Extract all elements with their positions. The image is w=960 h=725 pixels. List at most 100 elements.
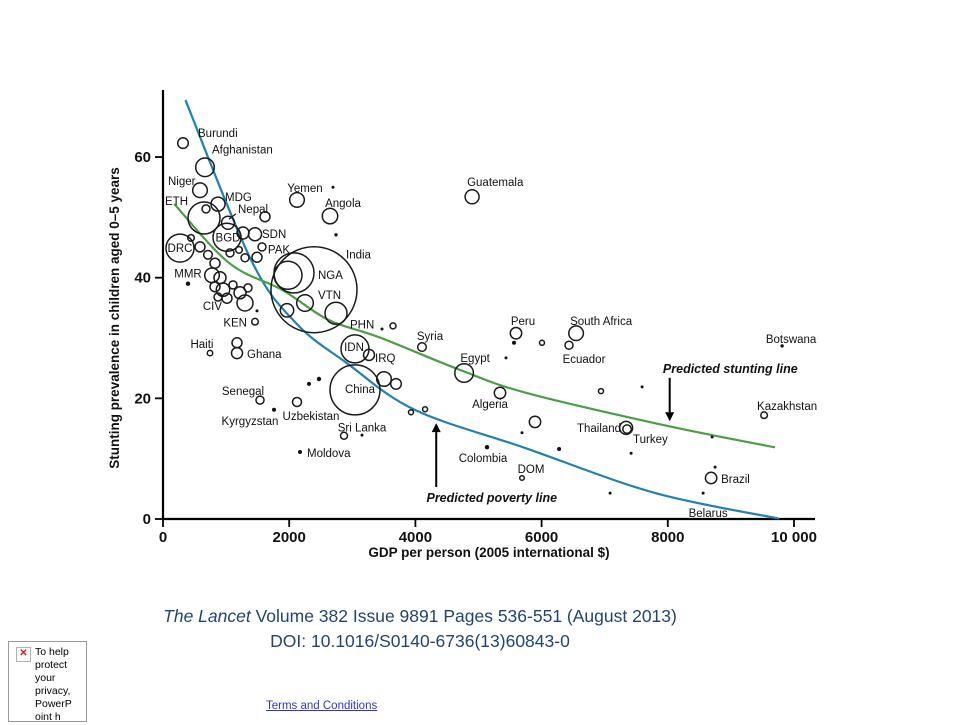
bubble-uzbekistan xyxy=(291,396,303,408)
y-axis-title: Stunting prevalence in children aged 0–5… xyxy=(107,167,122,469)
bubble-burundi xyxy=(176,137,190,150)
label-civ: CIV xyxy=(203,301,223,313)
bubble-syria xyxy=(416,342,428,353)
data-bubble xyxy=(209,280,221,293)
label-leader-line xyxy=(228,213,237,220)
label-colombia: Colombia xyxy=(459,453,508,465)
x-tick-label: 4000 xyxy=(399,529,432,546)
bubble-irq xyxy=(362,348,376,362)
data-dot xyxy=(629,451,633,455)
label-botswana: Botswana xyxy=(766,334,817,346)
bubble-colombia xyxy=(484,445,490,450)
annotation-predicted-stunting-line: Predicted stunting line xyxy=(663,362,798,376)
bubble-botswana xyxy=(780,344,784,348)
data-dot xyxy=(710,435,714,439)
data-bubble xyxy=(389,377,403,390)
label-guatemala: Guatemala xyxy=(467,177,524,189)
bubble-algeria xyxy=(493,386,507,400)
label-ken: KEN xyxy=(223,318,247,330)
data-bubble xyxy=(231,337,243,349)
bubble-egypt xyxy=(454,362,475,384)
label-phn: PHN xyxy=(350,319,374,331)
data-dot xyxy=(557,447,562,451)
data-dot xyxy=(504,356,508,360)
bubble-brazil xyxy=(704,471,718,485)
label-afghanistan: Afghanistan xyxy=(212,144,273,156)
bubble-moldova xyxy=(298,450,302,454)
data-bubble xyxy=(225,248,235,258)
bubble-kazakhstan xyxy=(760,411,769,420)
annotation-arrowhead xyxy=(431,423,441,433)
label-turkey: Turkey xyxy=(633,434,668,446)
data-dot xyxy=(608,491,612,495)
bubble-south-africa xyxy=(568,325,585,342)
y-tick-label: 20 xyxy=(134,390,151,407)
annotation-predicted-poverty-line: Predicted poverty line xyxy=(426,491,557,505)
data-bubble xyxy=(243,283,253,293)
bubble-ecuador xyxy=(564,340,574,350)
label-sdn: SDN xyxy=(262,229,286,241)
x-tick-label: 0 xyxy=(159,529,167,546)
data-bubble xyxy=(209,257,221,269)
data-bubble xyxy=(233,286,247,300)
x-tick-label: 2000 xyxy=(273,529,306,546)
privacy-notice-box: ✕ To help protect your privacy, PowerP o… xyxy=(8,641,87,722)
label-egypt: Egypt xyxy=(460,353,490,365)
x-tick-label: 6000 xyxy=(525,529,558,546)
data-dot xyxy=(331,185,335,189)
label-moldova: Moldova xyxy=(307,448,351,460)
label-dom: DOM xyxy=(518,464,545,476)
data-dot xyxy=(255,309,259,313)
citation: The Lancet Volume 382 Issue 9891 Pages 5… xyxy=(0,604,840,654)
data-dot xyxy=(512,340,516,345)
bubble-haiti xyxy=(206,349,214,357)
data-bubble xyxy=(257,242,267,252)
data-bubble xyxy=(201,204,211,214)
x-tick-label: 8000 xyxy=(651,529,684,546)
label-mmr: MMR xyxy=(174,269,201,281)
label-ecuador: Ecuador xyxy=(563,354,606,366)
data-dot xyxy=(380,327,384,331)
data-bubble xyxy=(234,245,244,254)
terms-link[interactable]: Terms and Conditions xyxy=(266,700,378,712)
data-bubble xyxy=(251,251,263,263)
bubble-drc xyxy=(165,233,195,263)
data-dot xyxy=(360,433,364,437)
data-bubble xyxy=(240,253,250,263)
label-mdg: MDG xyxy=(225,192,252,204)
bubble-peru xyxy=(509,326,523,340)
bubble-sri-lanka xyxy=(339,431,349,440)
label-china: China xyxy=(345,384,376,396)
bubble-nga xyxy=(273,252,315,294)
data-bubble xyxy=(597,387,605,395)
label-algeria: Algeria xyxy=(472,399,508,411)
data-bubble xyxy=(259,210,271,223)
data-bubble xyxy=(279,302,295,318)
data-bubble xyxy=(202,249,214,260)
x-axis-title: GDP per person (2005 international $) xyxy=(368,545,609,560)
bubble-mdg xyxy=(210,196,226,212)
citation-journal: The Lancet xyxy=(163,606,251,626)
data-bubble xyxy=(528,415,542,429)
label-kyrgyzstan: Kyrgyzstan xyxy=(222,416,279,428)
label-yemen: Yemen xyxy=(287,183,322,195)
data-dot xyxy=(307,381,311,386)
data-dot xyxy=(640,385,644,389)
y-tick-label: 0 xyxy=(143,511,151,528)
bubble-ghana xyxy=(230,346,244,360)
bubble-vtn xyxy=(295,293,315,313)
bubble-thailand xyxy=(618,420,634,436)
label-drc: DRC xyxy=(168,243,193,255)
bubble-civ xyxy=(236,294,254,312)
data-bubble xyxy=(407,408,415,416)
data-dot xyxy=(713,465,717,469)
label-burundi: Burundi xyxy=(198,128,238,140)
label-thailand: Thailand xyxy=(577,423,621,435)
bubble-ken xyxy=(250,317,260,326)
data-dot xyxy=(520,431,524,435)
label-south-africa: South Africa xyxy=(570,316,633,328)
label-ghana: Ghana xyxy=(247,349,282,361)
bubble-china xyxy=(329,364,381,416)
bubble-eth xyxy=(187,201,221,235)
